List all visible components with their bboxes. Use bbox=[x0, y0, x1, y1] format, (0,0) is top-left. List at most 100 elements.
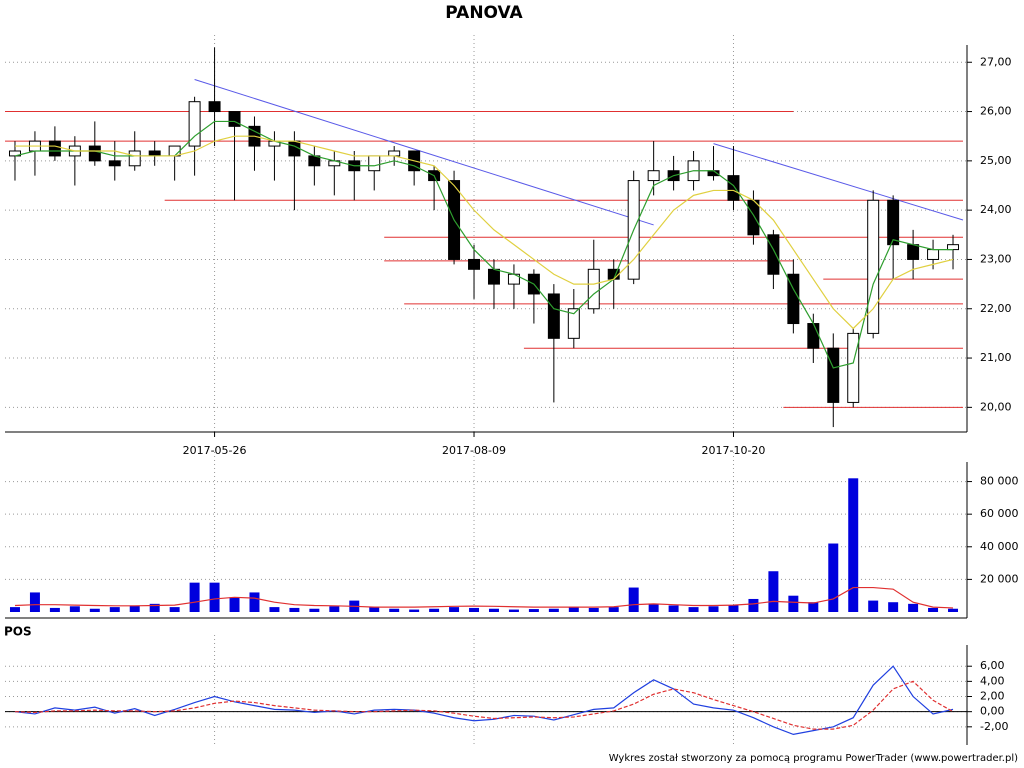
y-tick-label: 40 000 bbox=[980, 540, 1019, 553]
candle-body bbox=[807, 323, 820, 349]
volume-bar bbox=[409, 609, 420, 612]
y-tick-label: 25,00 bbox=[980, 154, 1012, 167]
volume-bar bbox=[149, 603, 160, 612]
volume-bar bbox=[768, 571, 779, 612]
y-tick-label: 21,00 bbox=[980, 351, 1012, 364]
y-tick-label: 0,00 bbox=[980, 705, 1005, 718]
candle-body bbox=[727, 175, 740, 201]
volume-bar bbox=[289, 607, 300, 612]
chart-title: PANOVA bbox=[445, 3, 523, 23]
candle-body bbox=[927, 249, 940, 260]
volume-bar bbox=[588, 607, 599, 612]
volume-bar bbox=[249, 592, 260, 612]
volume-bar bbox=[209, 582, 220, 612]
volume-bar bbox=[688, 607, 699, 612]
y-tick-label: 20,00 bbox=[980, 400, 1012, 413]
candle-body bbox=[148, 150, 161, 157]
volume-bar bbox=[488, 608, 499, 612]
volume-bar bbox=[668, 605, 679, 612]
volume-bar bbox=[69, 606, 80, 612]
oscillator-line bbox=[14, 665, 954, 736]
volume-bar bbox=[369, 607, 380, 612]
y-tick-label: -2,00 bbox=[980, 720, 1008, 733]
volume-bar bbox=[648, 603, 659, 612]
y-tick-label: 22,00 bbox=[980, 302, 1012, 315]
candle-body bbox=[228, 111, 241, 127]
candle-body bbox=[468, 258, 481, 270]
candle-body bbox=[827, 347, 840, 403]
candle-body bbox=[208, 101, 221, 113]
volume-bar bbox=[528, 609, 539, 612]
volume-bar bbox=[728, 605, 739, 612]
candle-body bbox=[947, 244, 960, 251]
volume-bar bbox=[708, 606, 719, 612]
candle-body bbox=[108, 160, 121, 167]
trend-line bbox=[713, 143, 964, 221]
candle-body bbox=[867, 199, 880, 334]
volume-bar bbox=[129, 605, 140, 612]
y-tick-label: 60 000 bbox=[980, 507, 1019, 520]
candle-body bbox=[188, 101, 201, 147]
panel-title: POS bbox=[4, 625, 32, 639]
y-tick-label: 23,00 bbox=[980, 252, 1012, 265]
volume-bar bbox=[948, 608, 959, 612]
volume-bar bbox=[189, 582, 200, 612]
volume-bar bbox=[269, 607, 280, 612]
volume-bar bbox=[49, 607, 60, 612]
y-tick-label: 27,00 bbox=[980, 55, 1012, 68]
candle-body bbox=[547, 293, 560, 339]
candle-body bbox=[48, 140, 61, 157]
x-tick-label: 2017-05-26 bbox=[183, 444, 247, 457]
candle-body bbox=[368, 155, 381, 172]
volume-bar bbox=[89, 608, 100, 612]
volume-bar bbox=[229, 597, 240, 612]
volume-bar bbox=[808, 602, 819, 612]
candle-body bbox=[487, 268, 500, 285]
y-tick-label: 24,00 bbox=[980, 203, 1012, 216]
volume-bar bbox=[868, 600, 879, 612]
footer: Wykres został stworzony za pomocą progra… bbox=[609, 753, 1018, 764]
volume-bar bbox=[29, 592, 40, 612]
volume-bar bbox=[429, 608, 440, 612]
volume-bar bbox=[309, 608, 320, 612]
x-tick-label: 2017-08-09 bbox=[442, 444, 506, 457]
y-tick-label: 4,00 bbox=[980, 674, 1005, 687]
volume-bar bbox=[169, 607, 180, 612]
candle-body bbox=[767, 234, 780, 275]
volume-bar bbox=[508, 609, 519, 612]
volume-bar bbox=[748, 598, 759, 612]
y-tick-label: 80 000 bbox=[980, 475, 1019, 488]
volume-bar bbox=[608, 607, 619, 612]
volume-bar bbox=[908, 603, 919, 612]
volume-bar bbox=[848, 478, 859, 612]
trend-line bbox=[194, 79, 654, 226]
candle-body bbox=[907, 244, 920, 260]
candle-body bbox=[128, 150, 141, 167]
volume-bar bbox=[568, 607, 579, 612]
y-tick-label: 26,00 bbox=[980, 105, 1012, 118]
y-tick-label: 6,00 bbox=[980, 659, 1005, 672]
volume-bar bbox=[109, 607, 120, 612]
candle-body bbox=[88, 145, 101, 162]
volume-bar bbox=[548, 608, 559, 612]
candle-body bbox=[887, 199, 900, 246]
volume-bar bbox=[9, 607, 20, 612]
candle-body bbox=[567, 308, 580, 339]
volume-bar bbox=[469, 607, 480, 612]
volume-bar bbox=[329, 606, 340, 612]
y-tick-label: 20 000 bbox=[980, 572, 1019, 585]
x-tick-label: 2017-10-20 bbox=[702, 444, 766, 457]
volume-bar bbox=[788, 595, 799, 612]
candle-body bbox=[388, 150, 401, 157]
volume-bar bbox=[449, 607, 460, 612]
y-tick-label: 2,00 bbox=[980, 690, 1005, 703]
volume-bar bbox=[828, 543, 839, 612]
volume-bar bbox=[389, 608, 400, 612]
candle-body bbox=[587, 268, 600, 310]
moving-average bbox=[14, 135, 954, 330]
volume-bar bbox=[928, 607, 939, 612]
volume-average bbox=[14, 586, 954, 609]
volume-bar bbox=[888, 602, 899, 612]
